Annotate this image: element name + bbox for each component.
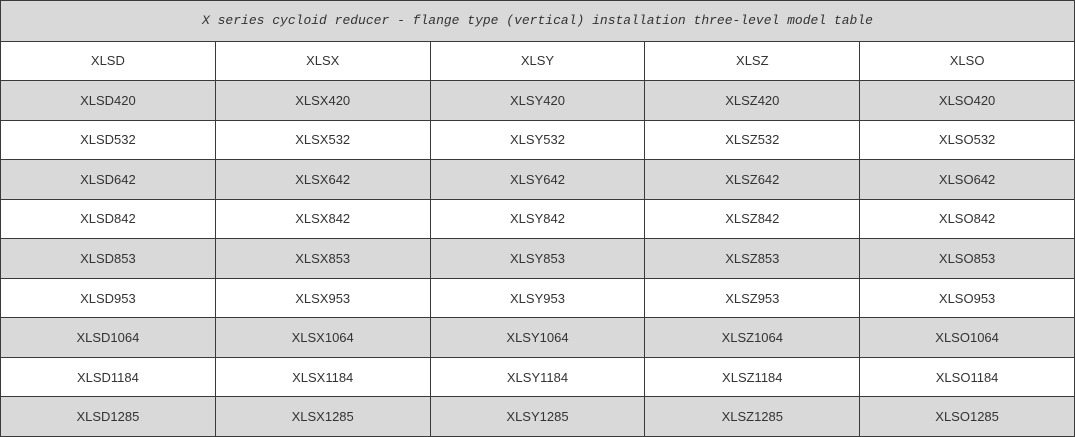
table-cell: XLSD420 <box>0 80 216 121</box>
table-cell: XLSX953 <box>214 277 431 319</box>
table-row: XLSD842 XLSX842 XLSY842 XLSZ842 XLSO842 <box>0 198 1075 240</box>
table-cell: XLSY1184 <box>429 356 646 398</box>
table-cell: XLSY642 <box>429 159 646 200</box>
table-cell: XLSX1285 <box>214 396 431 437</box>
table-row: XLSD1184 XLSX1184 XLSY1184 XLSZ1184 XLSO1184 <box>0 356 1075 398</box>
table-title: X series cycloid reducer - flange type (… <box>0 0 1075 42</box>
table-cell: XLSX842 <box>214 198 431 240</box>
table-cell: XLSZ953 <box>644 277 861 319</box>
table-cell: XLSY1064 <box>429 317 646 358</box>
table-cell: XLSD1184 <box>0 356 216 398</box>
table-cell: XLSY1285 <box>429 396 646 437</box>
table-row: XLSD420 XLSX420 XLSY420 XLSZ420 XLSO420 <box>0 80 1075 121</box>
table-cell: XLSY420 <box>429 80 646 121</box>
table-row: XLSD532 XLSX532 XLSY532 XLSZ532 XLSO532 <box>0 119 1075 161</box>
table-row: XLSD1064 XLSX1064 XLSY1064 XLSZ1064 XLSO1064 <box>0 317 1075 358</box>
table-cell: XLSD642 <box>0 159 216 200</box>
column-header: XLSX <box>214 40 431 82</box>
table-cell: XLSZ420 <box>644 80 861 121</box>
table-cell: XLSO420 <box>859 80 1075 121</box>
table-row: XLSD953 XLSX953 XLSY953 XLSZ953 XLSO953 <box>0 277 1075 319</box>
table-cell: XLSD853 <box>0 238 216 279</box>
table-cell: XLSY953 <box>429 277 646 319</box>
table-cell: XLSX1064 <box>214 317 431 358</box>
table-cell: XLSZ1285 <box>644 396 861 437</box>
table-row: XLSD1285 XLSX1285 XLSY1285 XLSZ1285 XLSO1285 <box>0 396 1075 437</box>
table-cell: XLSO1064 <box>859 317 1075 358</box>
table-cell: XLSY853 <box>429 238 646 279</box>
table-cell: XLSZ1064 <box>644 317 861 358</box>
table-cell: XLSD532 <box>0 119 216 161</box>
header-row: XLSD XLSX XLSY XLSZ XLSO <box>0 40 1075 82</box>
column-header: XLSO <box>859 40 1075 82</box>
table-cell: XLSY532 <box>429 119 646 161</box>
table-cell: XLSD1064 <box>0 317 216 358</box>
table-cell: XLSZ642 <box>644 159 861 200</box>
table-cell: XLSZ532 <box>644 119 861 161</box>
table-cell: XLSX532 <box>214 119 431 161</box>
table-cell: XLSZ1184 <box>644 356 861 398</box>
table-cell: XLSX642 <box>214 159 431 200</box>
table-cell: XLSO1285 <box>859 396 1075 437</box>
table-cell: XLSZ853 <box>644 238 861 279</box>
table-cell: XLSO853 <box>859 238 1075 279</box>
table-cell: XLSX1184 <box>214 356 431 398</box>
table-cell: XLSD842 <box>0 198 216 240</box>
table-cell: XLSD1285 <box>0 396 216 437</box>
table-cell: XLSY842 <box>429 198 646 240</box>
column-header: XLSZ <box>644 40 861 82</box>
table-cell: XLSD953 <box>0 277 216 319</box>
column-header: XLSY <box>429 40 646 82</box>
table-cell: XLSO642 <box>859 159 1075 200</box>
table-cell: XLSO842 <box>859 198 1075 240</box>
table-row: XLSD642 XLSX642 XLSY642 XLSZ642 XLSO642 <box>0 159 1075 200</box>
table-cell: XLSX853 <box>214 238 431 279</box>
column-header: XLSD <box>0 40 216 82</box>
table-cell: XLSO532 <box>859 119 1075 161</box>
table-cell: XLSO953 <box>859 277 1075 319</box>
table-cell: XLSO1184 <box>859 356 1075 398</box>
table-cell: XLSX420 <box>214 80 431 121</box>
table-row: XLSD853 XLSX853 XLSY853 XLSZ853 XLSO853 <box>0 238 1075 279</box>
table-cell: XLSZ842 <box>644 198 861 240</box>
